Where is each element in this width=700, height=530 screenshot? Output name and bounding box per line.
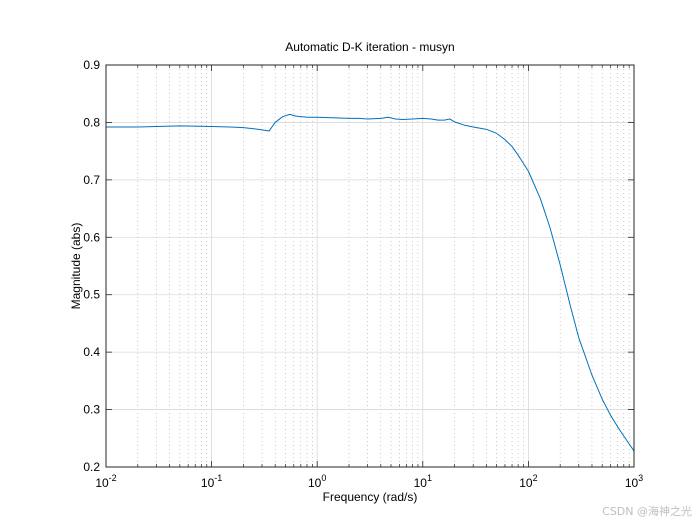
chart-title: Automatic D-K iteration - musyn: [285, 40, 454, 54]
x-tick-label: 102: [519, 473, 537, 490]
x-tick-labels: 10-2 10-1 100 101 102 103: [95, 473, 643, 490]
x-axis-label: Frequency (rad/s): [323, 490, 418, 504]
x-tick-label: 10-2: [95, 473, 116, 490]
series-line: [106, 113, 635, 452]
plot-area: [106, 65, 634, 467]
x-tick-label: 10-1: [201, 473, 222, 490]
series-layer: [106, 113, 635, 452]
y-tick-label: 0.5: [83, 288, 100, 302]
minor-grid: [137, 65, 630, 467]
y-tick-labels: 0.2 0.3 0.4 0.5 0.6 0.7 0.8 0.9: [83, 58, 100, 474]
watermark: CSDN @海神之光: [602, 505, 692, 518]
y-tick-label: 0.7: [83, 173, 100, 187]
x-tick-label: 100: [308, 473, 326, 490]
y-tick-label: 0.6: [83, 230, 100, 244]
y-tick-label: 0.9: [83, 58, 100, 72]
y-axis-label: Magnitude (abs): [69, 223, 83, 310]
y-tick-label: 0.4: [83, 345, 100, 359]
y-tick-label: 0.2: [83, 460, 100, 474]
y-tick-label: 0.3: [83, 403, 100, 417]
axes-box: [105, 64, 635, 468]
x-tick-label: 101: [414, 473, 432, 490]
x-tick-label: 103: [625, 473, 643, 490]
y-tick-label: 0.8: [83, 115, 100, 129]
